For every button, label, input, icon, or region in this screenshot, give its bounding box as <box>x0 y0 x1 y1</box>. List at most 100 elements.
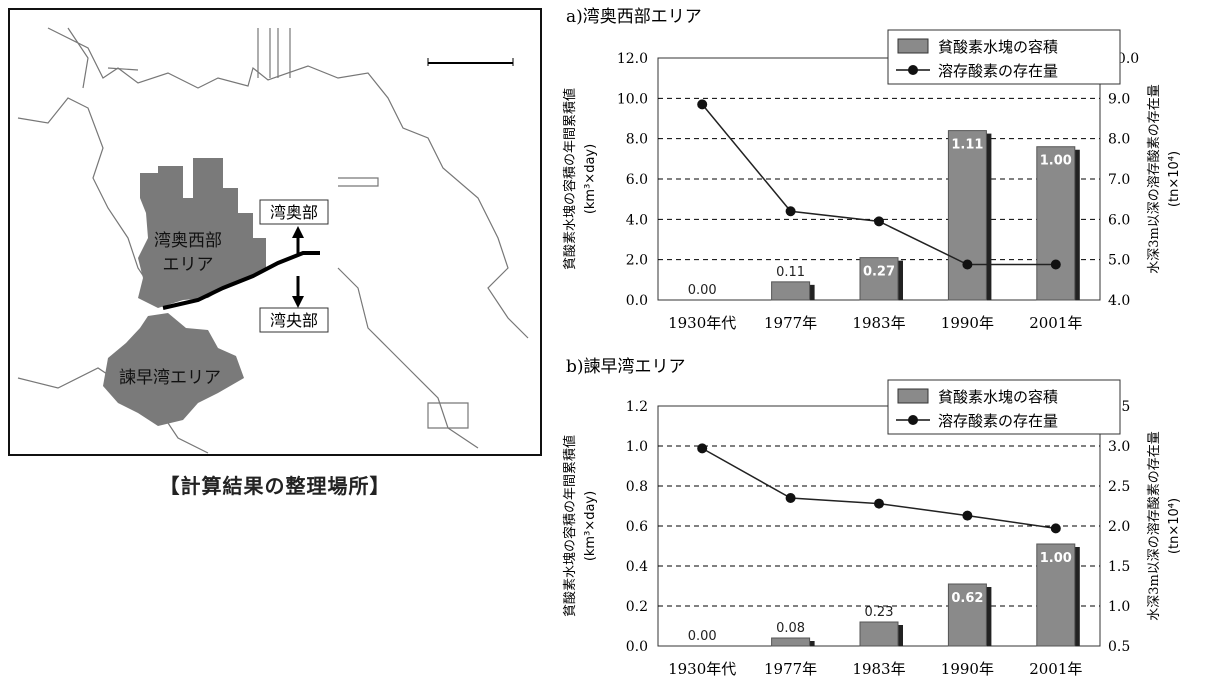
legend-bar-label: 貧酸素水塊の容積 <box>938 388 1058 406</box>
y-tick-label: 1.2 <box>626 399 648 415</box>
y2-tick-label: 6.0 <box>1108 212 1130 228</box>
bar <box>771 281 811 301</box>
y-tick-label: 0.6 <box>626 519 648 535</box>
line-point <box>785 206 796 217</box>
y-tick-label: 0.0 <box>626 639 648 655</box>
y2-tick-label: 2.0 <box>1108 519 1130 535</box>
bar-data-label: 0.27 <box>863 265 895 280</box>
bar <box>1036 146 1076 301</box>
chart-title: b)諫早湾エリア <box>566 357 686 377</box>
bar <box>947 130 987 301</box>
series-line <box>701 447 1056 530</box>
legend-bar-swatch <box>897 388 929 404</box>
boundary-line <box>162 251 320 310</box>
series-line <box>701 103 1056 266</box>
chart-b: b)諫早湾エリア 0.0 0.2 0.4 0.6 0.8 1.0 1.2 0.5 1.0 1.5 2.… <box>562 357 1182 678</box>
y-tick-label: 0.8 <box>626 479 648 495</box>
y-tick-label: 1.0 <box>626 439 648 455</box>
y2-tick-label: 7.0 <box>1108 172 1130 188</box>
legend-line-label: 溶存酸素の存在量 <box>938 62 1058 80</box>
bar <box>1036 543 1076 647</box>
y2-axis-unit: (tn×10⁴) <box>1167 151 1182 207</box>
y-axis-unit: (km³×day) <box>583 144 598 214</box>
x-tick-label: 1990年 <box>941 660 994 678</box>
y2-tick-label: 1.0 <box>1108 599 1130 615</box>
y2-tick-label: 9.0 <box>1108 91 1130 107</box>
y2-tick-label: 4.0 <box>1108 293 1130 309</box>
y-tick-label: 6.0 <box>626 172 648 188</box>
bar-data-label: 0.00 <box>688 283 717 298</box>
bar-data-label: 0.08 <box>776 621 805 636</box>
y2-tick-label: 3.0 <box>1108 439 1130 455</box>
x-tick-label: 1983年 <box>852 314 905 332</box>
chart-a: a)湾奥西部エリア 0.0 2.0 4.0 6.0 8.0 10.0 12.0 4.0 5.0 6.… <box>562 7 1182 332</box>
bar-data-label: 0.11 <box>776 265 805 280</box>
y2-tick-label: 1.5 <box>1108 559 1130 575</box>
line-point <box>785 493 796 503</box>
y-tick-label: 2.0 <box>626 253 648 269</box>
y-tick-label: 8.0 <box>626 132 648 148</box>
line-point <box>1050 523 1061 534</box>
y2-tick-label: 2.5 <box>1108 479 1130 495</box>
y-tick-label: 0.0 <box>626 293 648 309</box>
y2-axis-unit: (tn×10⁴) <box>1167 498 1182 554</box>
bar-data-label: 0.62 <box>951 591 983 606</box>
y-tick-label: 4.0 <box>626 212 648 228</box>
y2-tick-label: 8.0 <box>1108 132 1130 148</box>
x-tick-label: 2001年 <box>1029 314 1082 332</box>
isahaya-area-region <box>103 313 244 426</box>
line-point <box>697 99 708 110</box>
y-tick-label: 10.0 <box>617 91 648 107</box>
bar-data-label: 1.00 <box>1040 154 1072 169</box>
line-point <box>697 443 708 454</box>
line-point <box>1050 259 1061 270</box>
bar <box>859 257 899 301</box>
bay-map: 湾奥部 湾央部 湾奥西部 エリア 諫早湾エリア <box>8 8 542 456</box>
bar-data-label: 0.23 <box>865 605 894 620</box>
y2-tick-label: 5.0 <box>1108 253 1130 269</box>
x-tick-label: 1930年代 <box>668 660 736 678</box>
label-isahaya-area: 諫早湾エリア <box>119 368 221 388</box>
x-tick-label: 1930年代 <box>668 314 736 332</box>
scale-bar <box>427 58 514 66</box>
arrow-down-icon <box>292 276 304 308</box>
x-tick-label: 1990年 <box>941 314 994 332</box>
legend-line-marker <box>908 65 918 75</box>
west-area-region <box>138 158 266 308</box>
legend-bar-label: 貧酸素水塊の容積 <box>938 38 1058 56</box>
label-central-bay: 湾央部 <box>270 311 318 330</box>
x-tick-label: 1983年 <box>852 660 905 678</box>
bar <box>947 583 987 647</box>
bar-data-label: 0.00 <box>688 629 717 644</box>
y2-tick-label: 0.5 <box>1108 639 1130 655</box>
y-axis-label: 貧酸素水塊の容積の年間累積値 <box>562 88 578 270</box>
line-point <box>874 498 884 509</box>
bar-data-label: 1.11 <box>951 138 983 153</box>
map-caption: 【計算結果の整理場所】 <box>159 474 391 498</box>
chart-title: a)湾奥西部エリア <box>566 7 702 27</box>
bar-data-label: 1.00 <box>1040 551 1072 566</box>
legend-bar-swatch <box>897 38 929 54</box>
x-tick-label: 1977年 <box>764 314 817 332</box>
arrow-up-icon <box>292 226 304 256</box>
line-point <box>874 216 884 227</box>
map-panel: 湾奥部 湾央部 湾奥西部 エリア 諫早湾エリア 【計算結果の整理場所】 <box>8 8 542 498</box>
label-west-area-2: エリア <box>163 255 214 275</box>
bar <box>771 637 811 647</box>
y-tick-label: 0.4 <box>626 559 648 575</box>
y-axis-unit: (km³×day) <box>583 491 598 561</box>
x-tick-label: 1977年 <box>764 660 817 678</box>
legend-line-label: 溶存酸素の存在量 <box>938 412 1058 430</box>
y2-axis-label: 水深3m以深の溶存酸素の存在量 <box>1147 84 1162 274</box>
y2-axis-label: 水深3m以深の溶存酸素の存在量 <box>1147 431 1162 621</box>
legend-line-marker <box>908 415 918 425</box>
label-inner-bay: 湾奥部 <box>270 203 318 222</box>
y-tick-label: 0.2 <box>626 599 648 615</box>
y-tick-label: 12.0 <box>617 51 648 67</box>
line-point <box>962 259 973 270</box>
x-tick-label: 2001年 <box>1029 660 1082 678</box>
label-west-area-1: 湾奥西部 <box>154 231 222 251</box>
line-point <box>962 510 973 521</box>
bar <box>859 621 899 647</box>
y-axis-label: 貧酸素水塊の容積の年間累積値 <box>562 435 578 617</box>
